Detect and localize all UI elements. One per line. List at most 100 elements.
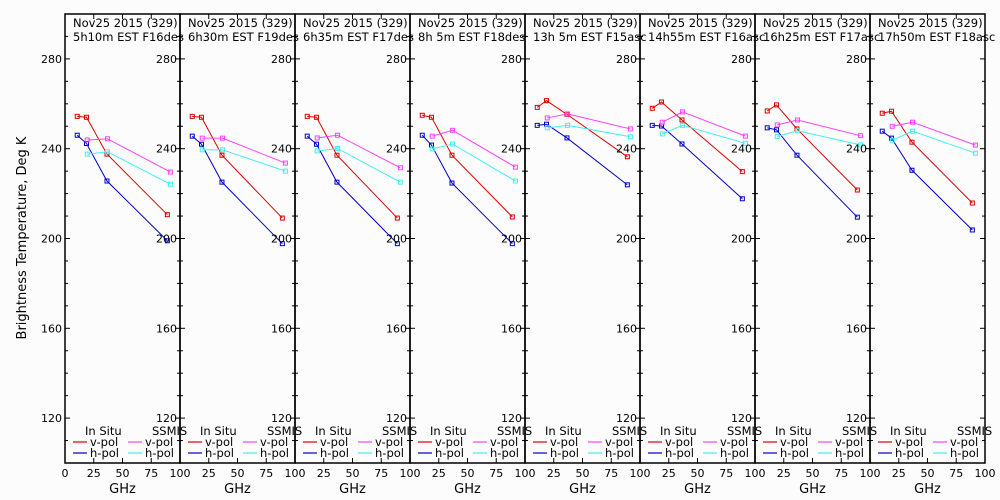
data-point — [429, 114, 435, 120]
x-axis-label: GHz — [914, 482, 941, 497]
y-tick-label: 200 — [41, 233, 62, 246]
x-tick-label: 100 — [630, 467, 651, 480]
legend-label: v-pol — [375, 435, 403, 449]
series-line — [307, 115, 398, 219]
data-point — [972, 142, 978, 148]
data-point — [334, 152, 340, 158]
series-line — [777, 130, 861, 146]
legend-label: h-pol — [145, 446, 174, 460]
y-tick-label: 280 — [846, 53, 867, 66]
legend-label: v-pol — [665, 435, 693, 449]
y-tick-label: 120 — [271, 412, 292, 425]
series-line — [87, 138, 171, 173]
data-point — [565, 122, 571, 128]
y-tick-label: 200 — [846, 233, 867, 246]
x-tick-label: 75 — [374, 467, 388, 480]
x-tick-label: 75 — [949, 467, 963, 480]
y-tick-label: 120 — [156, 412, 177, 425]
data-point — [84, 114, 90, 120]
x-tick-label: 100 — [515, 467, 536, 480]
legend-group-ssmis: SSMIS — [612, 424, 647, 438]
y-tick-label: 200 — [616, 233, 637, 246]
data-point — [220, 135, 226, 141]
data-point — [857, 142, 863, 148]
panel-title-time: 14h55m EST F16asc — [648, 30, 765, 44]
y-tick-label: 160 — [156, 322, 177, 335]
data-point — [199, 135, 205, 141]
legend-group-insitu: In Situ — [775, 424, 812, 438]
y-tick-label: 280 — [386, 53, 407, 66]
y-tick-label: 160 — [846, 322, 867, 335]
data-point — [335, 132, 341, 138]
legend-label: v-pol — [205, 435, 233, 449]
data-point — [774, 127, 780, 133]
data-point — [649, 122, 655, 128]
data-point — [279, 241, 285, 247]
data-point — [679, 117, 685, 123]
series-line — [432, 143, 516, 182]
data-point — [282, 160, 288, 166]
y-tick-label: 200 — [386, 233, 407, 246]
y-tick-label: 240 — [41, 143, 62, 156]
x-tick-label: 25 — [317, 467, 331, 480]
data-point — [429, 133, 435, 139]
series-line — [192, 115, 283, 219]
data-point — [314, 141, 320, 147]
legend-label: h-pol — [780, 446, 809, 460]
y-tick-label: 280 — [501, 53, 522, 66]
series-line — [317, 147, 401, 183]
data-point — [969, 200, 975, 206]
data-point — [854, 214, 860, 220]
x-tick-label: 75 — [144, 467, 158, 480]
series-line — [202, 137, 286, 164]
data-point — [624, 154, 630, 160]
y-tick-label: 120 — [501, 412, 522, 425]
legend-label: h-pol — [835, 446, 864, 460]
legend-group-ssmis: SSMIS — [152, 424, 187, 438]
y-tick-label: 280 — [616, 53, 637, 66]
data-point — [74, 132, 80, 138]
legend-group-ssmis: SSMIS — [727, 424, 762, 438]
data-point — [509, 241, 515, 247]
data-point — [764, 108, 770, 114]
data-point — [659, 99, 665, 105]
legend-label: h-pol — [720, 446, 749, 460]
series-line — [547, 113, 631, 130]
series-line — [652, 124, 743, 200]
data-point — [627, 126, 633, 132]
data-point — [857, 133, 863, 139]
data-point — [419, 112, 425, 118]
data-point — [774, 133, 780, 139]
legend-group-insitu: In Situ — [315, 424, 352, 438]
x-tick-label: 100 — [170, 467, 191, 480]
series-line — [421, 134, 513, 245]
series-line — [537, 123, 628, 186]
panel-title-time: 5h10m EST F16des — [73, 30, 184, 44]
data-point — [679, 141, 685, 147]
data-point — [449, 152, 455, 158]
y-tick-label: 200 — [731, 233, 752, 246]
data-point — [854, 187, 860, 193]
legend-label: h-pol — [375, 446, 404, 460]
x-tick-label: 25 — [662, 467, 676, 480]
legend-label: v-pol — [720, 435, 748, 449]
data-point — [314, 135, 320, 141]
data-point — [199, 141, 205, 147]
data-point — [889, 108, 895, 114]
series-line — [191, 135, 283, 245]
data-point — [512, 178, 518, 184]
data-point — [680, 122, 686, 128]
data-point — [544, 125, 550, 131]
series-line — [882, 110, 973, 204]
series-line — [306, 135, 398, 245]
y-tick-label: 280 — [156, 53, 177, 66]
legend-label: v-pol — [950, 435, 978, 449]
series-line — [777, 119, 861, 137]
data-point — [680, 109, 686, 115]
y-axis-label: Brightness Temperature, Deg K — [15, 136, 30, 339]
legend-label: v-pol — [490, 435, 518, 449]
data-point — [419, 132, 425, 138]
y-tick-label: 160 — [731, 322, 752, 335]
y-tick-label: 240 — [156, 143, 177, 156]
legend-label: h-pol — [320, 446, 349, 460]
